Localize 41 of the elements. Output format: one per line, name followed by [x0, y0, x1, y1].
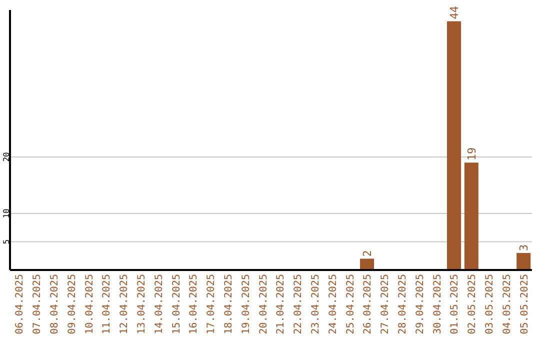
data-label: 3 — [518, 244, 531, 252]
x-tick-label: 22.04.2025 — [293, 274, 304, 334]
x-tick-label: 09.04.2025 — [66, 274, 78, 334]
x-tick-label: 14.04.2025 — [154, 274, 165, 334]
x-tick-label: 23.04.2025 — [310, 274, 322, 334]
x-tick-label: 11.04.2025 — [102, 274, 113, 334]
data-label: 19 — [465, 147, 478, 161]
x-tick-label: 17.04.2025 — [206, 274, 218, 334]
x-tick-label: 04.05.2025 — [502, 274, 513, 334]
y-tick-label: 5 — [2, 239, 11, 244]
x-tick-label: 21.04.2025 — [276, 274, 287, 334]
x-tick-label: 15.04.2025 — [171, 274, 182, 334]
x-tick-label: 12.04.2025 — [119, 274, 130, 334]
x-tick-label: 26.04.2025 — [362, 274, 374, 334]
x-tick-label: 06.04.2025 — [14, 274, 26, 334]
x-tick-label: 28.04.2025 — [398, 274, 408, 334]
data-label: 2 — [361, 250, 374, 257]
x-tick-label: 10.04.2025 — [84, 274, 96, 334]
x-tick-label: 05.05.2025 — [519, 274, 530, 334]
x-tick-label: 30.04.2025 — [432, 274, 444, 334]
bar — [464, 162, 478, 270]
x-tick-label: 18.04.2025 — [224, 274, 234, 334]
x-tick-label: 03.05.2025 — [484, 274, 496, 334]
x-tick-label: 29.04.2025 — [414, 274, 426, 334]
bar — [516, 253, 531, 270]
data-label: 44 — [448, 6, 461, 20]
y-tick-label: 20 — [2, 152, 11, 162]
x-tick-label: 02.05.2025 — [467, 274, 478, 334]
x-tick-label: 13.04.2025 — [136, 274, 148, 334]
bar — [447, 21, 461, 270]
x-tick-label: 24.04.2025 — [328, 274, 339, 334]
x-tick-label: 07.04.2025 — [32, 274, 44, 334]
x-tick-label: 08.04.2025 — [50, 274, 60, 334]
bar — [360, 258, 374, 270]
x-tick-label: 16.04.2025 — [188, 274, 200, 334]
x-tick-label: 01.05.2025 — [450, 274, 461, 334]
y-tick-label: 10 — [2, 208, 11, 218]
x-tick-label: 19.04.2025 — [240, 274, 252, 334]
x-tick-label: 20.04.2025 — [258, 274, 270, 334]
x-tick-label: 27.04.2025 — [380, 274, 392, 334]
x-tick-label: 25.04.2025 — [345, 274, 356, 334]
